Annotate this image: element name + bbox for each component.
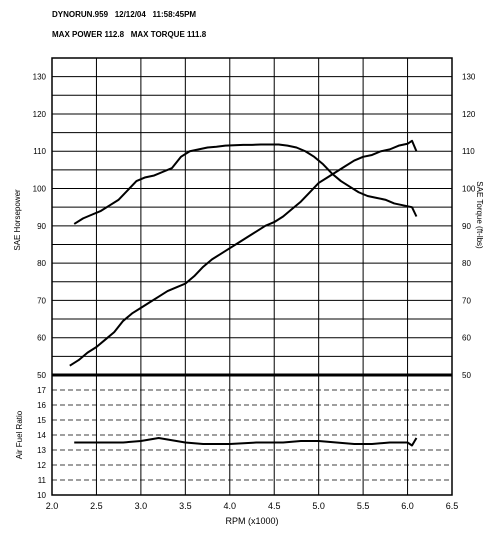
y-tick-label-right: 100 xyxy=(462,185,476,194)
y-tick-label-right: 110 xyxy=(462,147,475,156)
y-tick-label-right: 120 xyxy=(462,110,476,119)
run-time: 11:58:45PM xyxy=(152,10,197,19)
y-axis-label-air-fuel: Air Fuel Ratio xyxy=(15,410,24,459)
max-power-label: MAX POWER 112.8 xyxy=(52,30,125,39)
y-tick-label-left: 80 xyxy=(37,259,46,268)
x-tick-label: 3.0 xyxy=(135,501,148,511)
torque-line xyxy=(73,143,418,225)
x-tick-label: 2.5 xyxy=(90,501,103,511)
run-id: DYNORUN.959 xyxy=(52,10,109,19)
x-tick-label: 5.0 xyxy=(312,501,325,511)
y-axis-label-horsepower: SAE Horsepower xyxy=(13,189,22,251)
x-tick-label: 5.5 xyxy=(357,501,370,511)
y-tick-label-left: 90 xyxy=(37,222,46,231)
max-torque-label: MAX TORQUE 111.8 xyxy=(130,30,207,39)
y-tick-label-left: 110 xyxy=(33,147,46,156)
afr-tick-label: 15 xyxy=(37,416,46,425)
afr-tick-label: 12 xyxy=(37,461,46,470)
y-tick-label-left: 100 xyxy=(33,185,47,194)
air-fuel-ratio-line xyxy=(74,437,418,447)
afr-tick-label: 13 xyxy=(37,446,46,455)
horsepower-line xyxy=(69,139,418,367)
y-tick-label-left: 130 xyxy=(33,73,47,82)
y-tick-label-right: 70 xyxy=(462,296,471,305)
afr-tick-label: 11 xyxy=(38,476,47,485)
tick-labels: 2.0 2.5 3.0 3.5 4.0 4.5 5.0 5.5 6.0 6.5 50 50 60 60 70… xyxy=(33,73,476,511)
run-date: 12/12/04 xyxy=(114,10,146,19)
afr-tick-label: 14 xyxy=(37,431,46,440)
afr-tick-label: 16 xyxy=(37,401,46,410)
x-tick-label: 6.0 xyxy=(401,501,414,511)
y-tick-label-right: 50 xyxy=(462,371,471,380)
header-max-line: MAX POWER 112.8 MAX TORQUE 111.8 xyxy=(52,30,206,39)
y-tick-label-left: 60 xyxy=(37,334,46,343)
x-tick-label: 3.5 xyxy=(179,501,192,511)
axes xyxy=(51,57,453,496)
x-tick-label: 2.0 xyxy=(46,501,59,511)
y-tick-label-right: 90 xyxy=(462,222,471,231)
data-series xyxy=(69,139,418,447)
y-tick-label-left: 50 xyxy=(37,371,46,380)
afr-tick-label: 17 xyxy=(37,386,46,395)
x-tick-label: 4.5 xyxy=(268,501,281,511)
y-tick-label-right: 60 xyxy=(462,334,471,343)
y-tick-label-right: 80 xyxy=(462,259,471,268)
y-axis-label-torque: SAE Torque (ft-lbs) xyxy=(475,181,484,249)
grid-lines xyxy=(51,57,453,496)
x-axis-label: RPM (x1000) xyxy=(225,516,278,526)
x-tick-label: 6.5 xyxy=(446,501,459,511)
y-tick-label-right: 130 xyxy=(462,73,476,82)
plot-frame xyxy=(51,57,453,496)
y-tick-label-left: 120 xyxy=(33,110,47,119)
x-tick-label: 4.0 xyxy=(224,501,237,511)
afr-tick-label: 10 xyxy=(37,491,46,500)
header-run-line: DYNORUN.959 12/12/04 11:58:45PM xyxy=(52,10,196,19)
y-tick-label-left: 70 xyxy=(37,296,46,305)
